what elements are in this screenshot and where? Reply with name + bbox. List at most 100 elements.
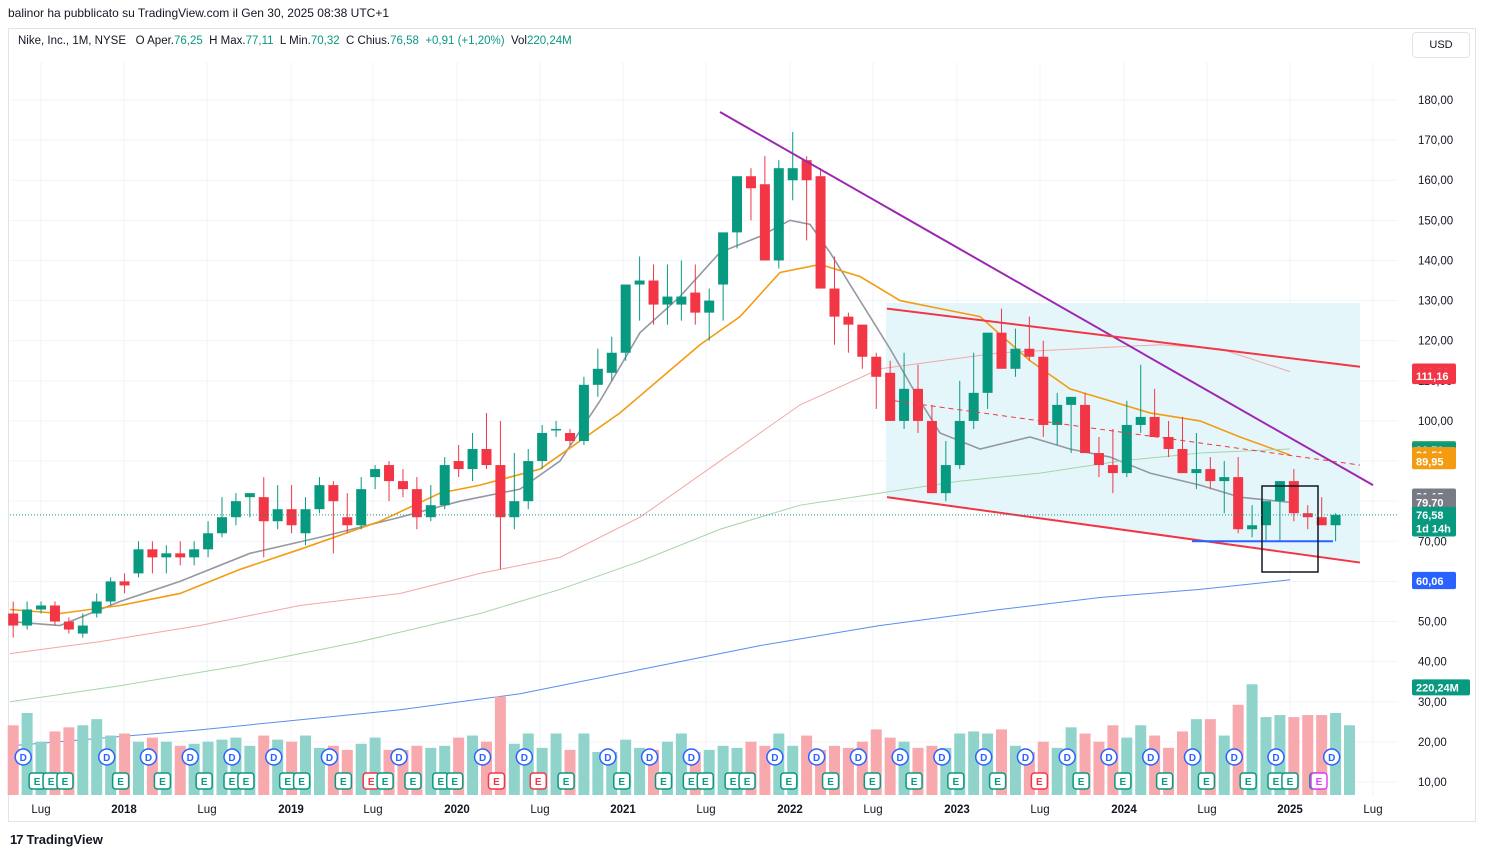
earnings-marker-label: E <box>48 777 55 788</box>
volume-bar <box>7 725 19 795</box>
volume-bar <box>1218 735 1230 795</box>
volume-bar <box>1176 731 1188 795</box>
candle-body <box>384 465 395 482</box>
candle-body <box>1107 465 1118 474</box>
earnings-marker-label: E <box>340 777 347 788</box>
candle-body <box>968 392 979 421</box>
earnings-marker-icon <box>153 772 172 790</box>
volume-bar <box>926 745 938 795</box>
earnings-marker-icon <box>111 772 130 790</box>
dividend-marker-label: D <box>897 753 904 764</box>
y-tick-label: 10,00 <box>1418 777 1447 789</box>
earnings-marker-icon <box>1030 772 1049 790</box>
earnings-marker-label: E <box>688 777 695 788</box>
dividend-marker-icon <box>320 748 339 766</box>
price-tag-label: 111,16 <box>1416 371 1448 383</box>
volume-bar <box>439 745 451 795</box>
candle-body <box>147 549 158 558</box>
volume-bar <box>369 737 381 795</box>
candle-body <box>495 465 506 518</box>
volume-bar <box>286 741 298 795</box>
dividend-marker-icon <box>640 748 659 766</box>
price-tag-label: 76,58 <box>1416 510 1444 522</box>
volume-bar <box>954 733 966 795</box>
x-tick-label: Lug <box>197 804 216 816</box>
volume-bar <box>745 741 757 795</box>
earnings-marker-label: E <box>34 777 41 788</box>
y-tick-label: 50,00 <box>1418 617 1447 629</box>
ma-pink-line <box>9 344 1291 655</box>
candle-body <box>982 332 993 393</box>
x-tick-label: 2024 <box>1111 804 1137 816</box>
earnings-marker-icon <box>487 772 506 790</box>
dividend-marker-icon <box>682 748 701 766</box>
chart-frame <box>8 28 1476 822</box>
volume-bar <box>801 735 813 795</box>
legend-close: 76,58 <box>390 35 419 47</box>
candle-body <box>801 160 812 181</box>
candle-body <box>759 184 770 261</box>
volume-bar <box>105 735 117 795</box>
volume-bar <box>1135 725 1147 795</box>
candle-body <box>690 292 701 313</box>
ma-blue-line <box>9 579 1291 747</box>
candle-body <box>1233 477 1244 530</box>
candle-body <box>1024 348 1035 357</box>
earnings-marker-label: E <box>911 777 918 788</box>
x-tick-label: 2019 <box>278 804 304 816</box>
dividend-marker-label: D <box>187 753 194 764</box>
dividend-marker-icon <box>933 748 951 766</box>
published-line: balinor ha pubblicato su TradingView.com… <box>8 6 390 20</box>
candle-body <box>523 461 534 502</box>
volume-bar <box>592 751 604 795</box>
volume-bar <box>132 741 144 795</box>
upcoming-earnings-icon <box>1310 772 1328 790</box>
volume-bar <box>1344 725 1356 795</box>
earnings-marker-label: E <box>827 777 834 788</box>
dividend-marker-icon <box>181 748 199 766</box>
earnings-marker-icon <box>1072 772 1090 790</box>
volume-bar <box>77 725 89 795</box>
channel-upper-line <box>886 307 1361 368</box>
candle-body <box>22 609 33 626</box>
price-tag <box>1412 368 1456 385</box>
earnings-marker-label: E <box>563 777 570 788</box>
earnings-marker-label: E <box>368 777 375 788</box>
earnings-marker-icon <box>1281 772 1299 790</box>
volume-bar <box>35 741 47 795</box>
volume-bar <box>216 739 228 795</box>
volume-bar <box>480 741 492 795</box>
dividend-marker-icon <box>1267 748 1285 766</box>
price-tag <box>1412 679 1470 696</box>
volume-bar <box>856 741 868 795</box>
volume-bar <box>1009 745 1021 795</box>
candle-body <box>481 449 492 466</box>
x-tick-label: Lug <box>863 804 882 816</box>
channel-lower-line <box>886 496 1361 564</box>
volume-bar <box>787 745 799 795</box>
dividend-marker-label: D <box>270 753 277 764</box>
dividend-marker-icon <box>807 748 826 766</box>
candle-body <box>8 613 19 626</box>
legend-high-word: Max. <box>220 35 246 47</box>
candle-body <box>258 497 269 522</box>
dividend-marker-icon <box>223 748 241 766</box>
y-tick-label: 30,00 <box>1418 697 1447 709</box>
legend-open-word: Aper. <box>147 35 174 47</box>
candle-body <box>578 384 589 441</box>
earnings-marker-label: E <box>410 777 417 788</box>
candle-body <box>49 605 60 622</box>
earnings-marker-label: E <box>382 777 389 788</box>
volume-bar <box>1163 747 1175 795</box>
volume-bar <box>1260 717 1272 795</box>
earnings-marker-icon <box>56 772 74 790</box>
candle-body <box>105 581 116 602</box>
candle-body <box>537 432 548 462</box>
earnings-marker-label: E <box>117 777 124 788</box>
currency-button[interactable]: USD <box>1412 32 1470 58</box>
ma-orange-line <box>9 263 1291 615</box>
earnings-marker-icon <box>988 772 1007 790</box>
volume-bar <box>661 741 673 795</box>
dividend-marker-label: D <box>479 753 486 764</box>
